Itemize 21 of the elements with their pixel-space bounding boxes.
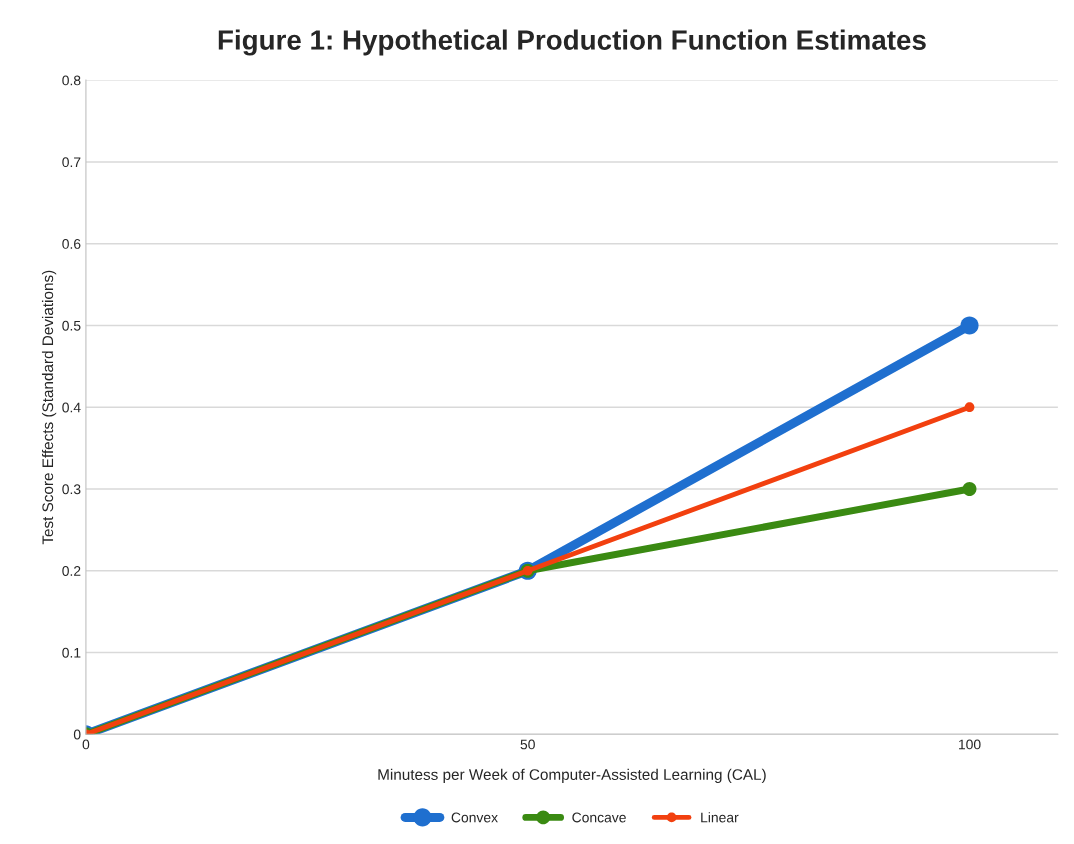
y-tick-label: 0.6 <box>62 239 81 249</box>
point <box>960 316 979 335</box>
y-tick-label: 0.7 <box>62 157 81 168</box>
legend-label: Convex <box>451 812 498 823</box>
x-tick-label: 50 <box>520 739 535 750</box>
x-tick-label: 0 <box>82 739 90 750</box>
chart-title: Figure 1: Hypothetical Production Function Estimates <box>218 29 926 56</box>
y-tick-label: 0.4 <box>62 402 81 413</box>
point <box>964 402 975 413</box>
legend-label: Linear <box>701 812 739 823</box>
x-tick-label: 100 <box>959 739 981 750</box>
y-axis-title: Test Score Effects (Standard Deviations) <box>41 270 57 545</box>
y-tick-label: 0.2 <box>62 566 81 576</box>
y-tick-label: 0.1 <box>62 647 81 658</box>
y-tick-label: 0.3 <box>62 484 81 495</box>
point <box>962 482 977 496</box>
x-axis-title: Minutess per Week of Computer-Assisted Learning (CAL) <box>378 768 766 783</box>
y-tick-label: 0.8 <box>62 75 81 86</box>
legend-label: Concave <box>572 812 626 823</box>
y-tick-label: 0 <box>73 729 81 740</box>
y-tick-label: 0.5 <box>62 320 81 331</box>
